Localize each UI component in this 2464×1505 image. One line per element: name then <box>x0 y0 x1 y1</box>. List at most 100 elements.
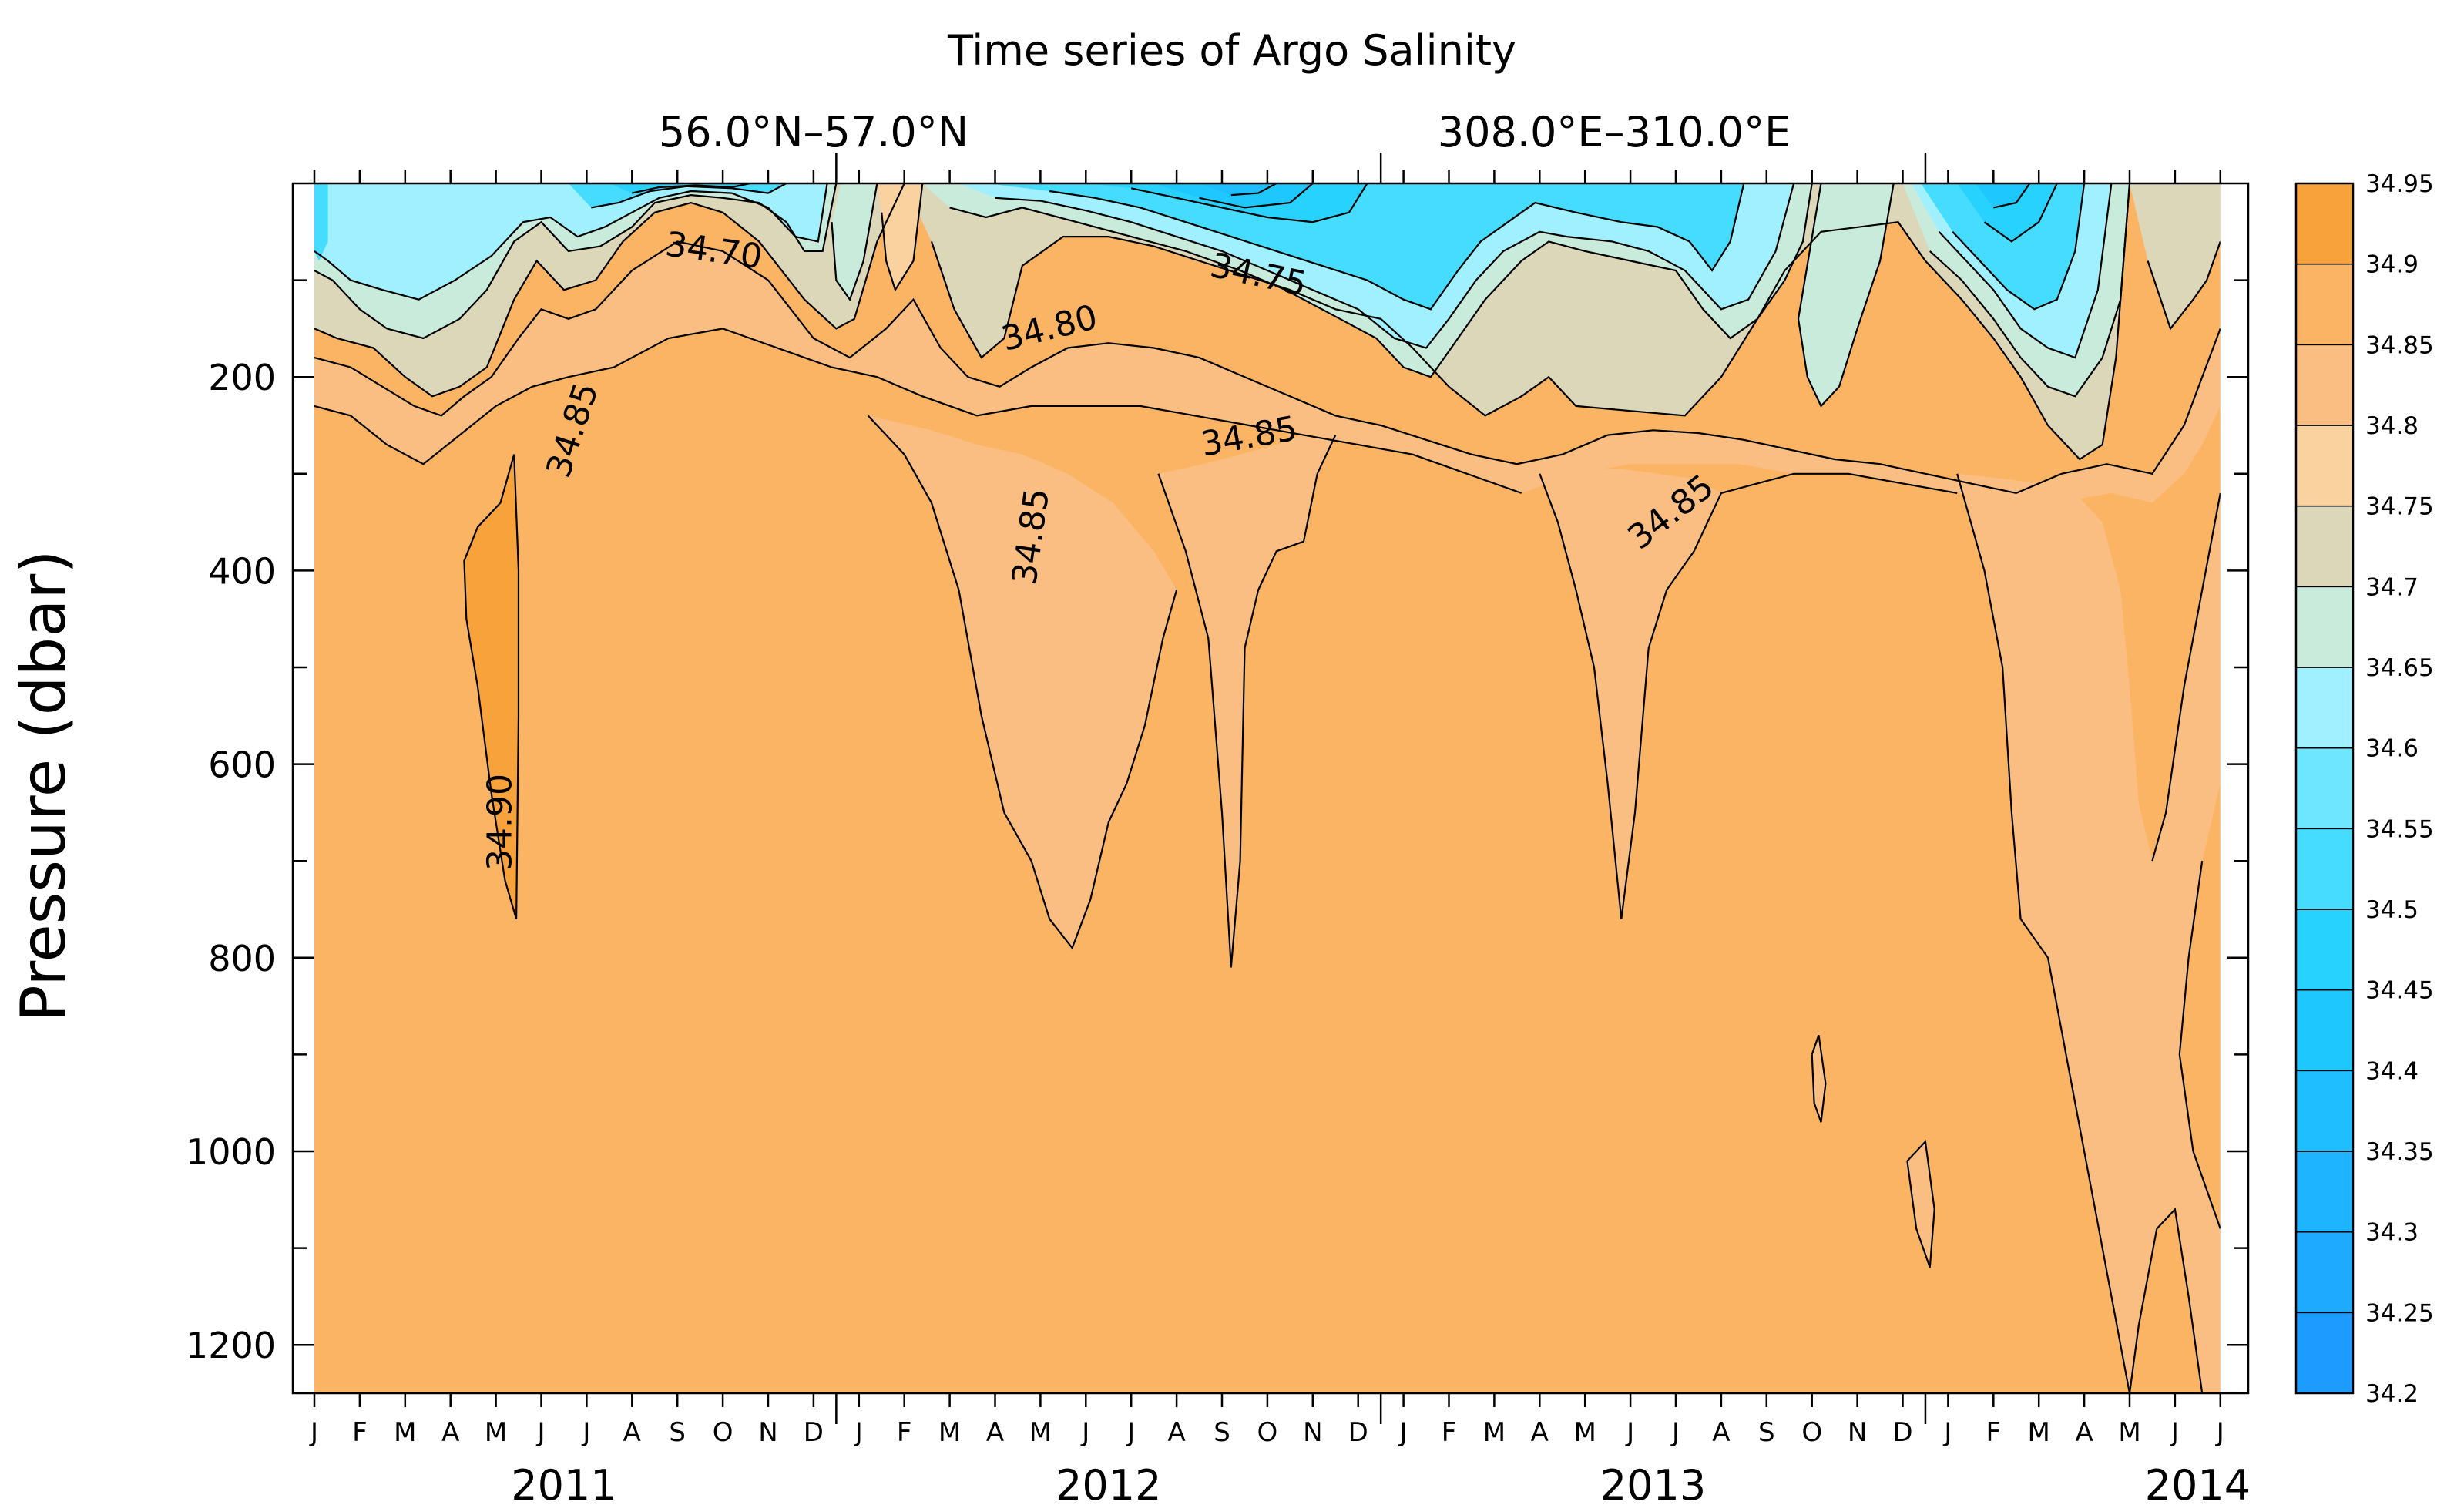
x-month-label-42: J <box>2215 1417 2224 1448</box>
contour-line-11 <box>314 240 2221 495</box>
contour-line-7 <box>2178 861 2221 1229</box>
colorbar-frame <box>2294 182 2355 1395</box>
salinity-band-34-5-13 <box>1921 183 2085 310</box>
x-month-label-26: M <box>1483 1417 1506 1448</box>
x-month-label-31: A <box>1712 1417 1730 1448</box>
contour-line-21 <box>1938 183 2113 359</box>
x-month-label-20: S <box>1214 1417 1230 1448</box>
x-month-label-38: M <box>2028 1417 2050 1448</box>
x-month-label-17: J <box>1080 1417 1089 1448</box>
x-month-label-19: A <box>1167 1417 1185 1448</box>
y-axis-label: Pressure (dbar) <box>8 550 79 1023</box>
salinity-band-34-8-27 <box>1811 1035 1826 1123</box>
colorbar-swatch-5 <box>2295 909 2354 991</box>
colorbar-swatch-7 <box>2295 747 2354 830</box>
contour-line-15 <box>314 183 838 340</box>
colorbar-label-13: 34.85 <box>2365 331 2434 359</box>
x-month-label-21: O <box>1257 1417 1278 1448</box>
x-month-label-4: M <box>485 1417 507 1448</box>
colorbar-swatch-0 <box>2295 1312 2354 1394</box>
salinity-band-34-5-10 <box>314 183 328 261</box>
x-year-label-2012: 2012 <box>1056 1461 1161 1505</box>
contour-line-2 <box>867 415 1178 950</box>
x-month-label-24: J <box>1398 1417 1408 1448</box>
colorbar-label-14: 34.9 <box>2365 251 2419 279</box>
colorbar-swatch-1 <box>2295 1231 2354 1314</box>
colorbar-swatch-14 <box>2295 183 2354 265</box>
x-month-label-27: A <box>1531 1417 1549 1448</box>
y-tick-label-800: 800 <box>208 938 276 979</box>
contour-line-30 <box>1230 183 1277 197</box>
colorbar-label-15: 34.95 <box>2365 170 2434 198</box>
x-month-label-28: M <box>1574 1417 1596 1448</box>
x-month-label-2: M <box>394 1417 416 1448</box>
salinity-band-34-45-16 <box>1957 183 2057 242</box>
salinity-band-34-65-5 <box>1798 183 1894 406</box>
x-month-label-23: D <box>1348 1417 1368 1448</box>
colorbar-swatch-10 <box>2295 505 2354 588</box>
contour-line-24 <box>1952 183 2086 311</box>
left-blank-margin <box>293 183 314 1393</box>
salinity-band-34-8-28 <box>1907 1141 1935 1268</box>
x-month-label-22: N <box>1303 1417 1322 1448</box>
contour-line-4 <box>1539 472 1958 919</box>
contour-line-18 <box>1929 183 2131 398</box>
contour-label-7: 34.90 <box>481 774 520 871</box>
contour-line-32 <box>881 183 924 292</box>
colorbar-swatch-8 <box>2295 667 2354 749</box>
x-month-label-14: M <box>938 1417 961 1448</box>
chart-subtitle-lat: 56.0°N–57.0°N <box>659 108 968 156</box>
contour-line-17 <box>1797 183 1895 408</box>
contour-line-16 <box>949 183 1813 378</box>
x-month-label-30: J <box>1670 1417 1680 1448</box>
x-month-label-25: F <box>1442 1417 1457 1448</box>
colorbar-label-11: 34.75 <box>2365 493 2434 521</box>
colorbar-label-6: 34.5 <box>2365 896 2419 924</box>
colorbar-swatch-6 <box>2295 828 2354 910</box>
colorbar-label-12: 34.8 <box>2365 412 2419 440</box>
chart-subtitle-lon: 308.0°E–310.0°E <box>1438 108 1791 156</box>
x-month-label-41: J <box>2170 1417 2179 1448</box>
x-month-label-15: A <box>986 1417 1004 1448</box>
salinity-band-34-8-22 <box>868 415 1177 949</box>
x-month-label-6: J <box>581 1417 590 1448</box>
x-month-label-1: F <box>352 1417 368 1448</box>
colorbar-swatch-3 <box>2295 1070 2354 1152</box>
salinity-band-34-6-7 <box>314 183 827 300</box>
x-month-label-9: O <box>713 1417 733 1448</box>
x-month-label-32: S <box>1758 1417 1775 1448</box>
x-month-label-5: J <box>535 1417 545 1448</box>
y-tick-label-600: 600 <box>208 744 276 786</box>
contour-line-14 <box>2147 241 2221 331</box>
y-tick-label-1000: 1000 <box>186 1131 276 1173</box>
contour-line-28 <box>1199 183 1314 209</box>
colorbar-swatch-13 <box>2295 263 2354 346</box>
x-month-label-0: J <box>309 1417 318 1448</box>
contour-line-29 <box>1993 183 2031 209</box>
colorbar-label-7: 34.55 <box>2365 815 2434 843</box>
colorbar-label-8: 34.6 <box>2365 735 2419 763</box>
x-year-label-2013: 2013 <box>1600 1461 1706 1505</box>
contour-line-13 <box>930 183 2131 461</box>
x-month-label-33: O <box>1801 1417 1822 1448</box>
colorbar-label-9: 34.65 <box>2365 654 2434 682</box>
salinity-band-34-35-19 <box>1199 183 1277 196</box>
salinity-band-34-9-0 <box>464 454 519 919</box>
x-month-label-18: J <box>1126 1417 1135 1448</box>
contour-line-22 <box>1049 183 1745 311</box>
salinity-band-34-8-24 <box>1539 469 1721 919</box>
colorbar: 34.2 34.25 34.3 34.35 34.4 34.45 34.5 34.55 34.6… <box>2294 170 2434 1408</box>
colorbar-swatch-12 <box>2295 344 2354 426</box>
x-year-label-2014: 2014 <box>2145 1461 2251 1505</box>
x-month-label-7: A <box>623 1417 641 1448</box>
contour-line-6 <box>2151 492 2221 862</box>
contour-line-8 <box>2128 1208 2204 1393</box>
x-month-label-13: F <box>897 1417 912 1448</box>
contour-line-12 <box>314 183 905 398</box>
contour-line-19 <box>314 183 828 301</box>
x-month-label-3: A <box>441 1417 459 1448</box>
x-month-label-34: N <box>1848 1417 1867 1448</box>
x-month-label-39: A <box>2075 1417 2093 1448</box>
